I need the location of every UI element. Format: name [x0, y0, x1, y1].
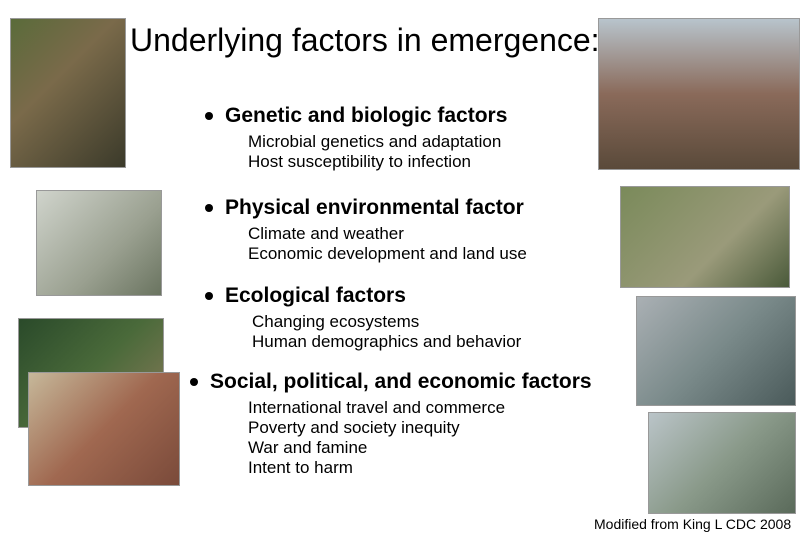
- bullet-sub-1a: Microbial genetics and adaptation: [248, 132, 501, 152]
- waste-tire-photo: [620, 186, 790, 288]
- bullet-sub-1b: Host susceptibility to infection: [248, 152, 471, 172]
- bullet-dot-1: [205, 112, 213, 120]
- bullet-dot-2: [205, 204, 213, 212]
- bullet-sub-2b: Economic development and land use: [248, 244, 527, 264]
- bullet-heading-1: Genetic and biologic factors: [225, 104, 507, 128]
- attribution-text: Modified from King L CDC 2008: [594, 516, 791, 532]
- bullet-dot-3: [205, 292, 213, 300]
- bullet-sub-4c: War and famine: [248, 438, 367, 458]
- bullet-dot-4: [190, 378, 198, 386]
- street-scene-photo: [636, 296, 796, 406]
- bullet-sub-3b: Human demographics and behavior: [252, 332, 521, 352]
- hillside-settlement-photo: [598, 18, 800, 170]
- bullet-heading-3: Ecological factors: [225, 284, 406, 308]
- bullet-heading-2: Physical environmental factor: [225, 196, 524, 220]
- bullet-sub-4b: Poverty and society inequity: [248, 418, 460, 438]
- bullet-sub-3a: Changing ecosystems: [252, 312, 419, 332]
- market-basket-photo: [10, 18, 126, 168]
- bullet-sub-4d: Intent to harm: [248, 458, 353, 478]
- erosion-landslide-photo: [28, 372, 180, 486]
- road-sign-flood-photo: [36, 190, 162, 296]
- bullet-sub-4a: International travel and commerce: [248, 398, 505, 418]
- dumpsite-photo: [648, 412, 796, 514]
- bullet-heading-4: Social, political, and economic factors: [210, 370, 592, 394]
- slide: { "title": "Underlying factors in emerge…: [0, 0, 810, 540]
- bullet-sub-2a: Climate and weather: [248, 224, 404, 244]
- slide-title: Underlying factors in emergence:: [130, 22, 600, 59]
